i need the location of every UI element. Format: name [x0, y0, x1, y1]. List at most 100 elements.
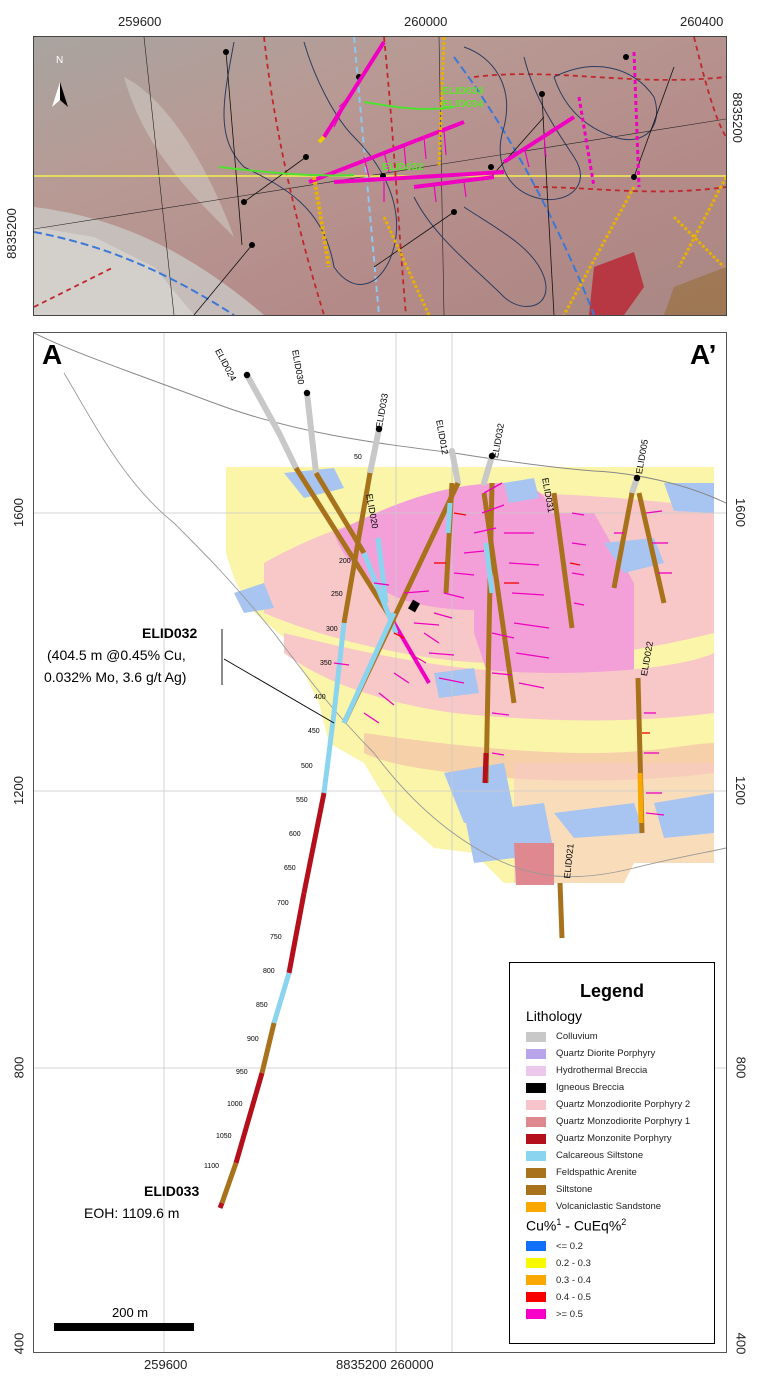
- depth-tick-1000: 1000: [227, 1101, 243, 1108]
- sec-y-right-1600: 1600: [732, 498, 748, 527]
- lithology-swatch: [526, 1031, 546, 1042]
- grade-swatch: [526, 1275, 546, 1286]
- lithology-label: Quartz Monzodiorite Porphyry 2: [556, 1099, 691, 1110]
- lithology-row: Quartz Monzodiorite Porphyry 1: [526, 1113, 714, 1130]
- grade-row: 0.2 - 0.3: [526, 1255, 714, 1272]
- lithology-row: Hydrothermal Breccia: [526, 1062, 714, 1079]
- sec-y-left-800: 800: [11, 1056, 27, 1079]
- lithology-heading: Lithology: [526, 1008, 583, 1024]
- section-end-label: A’: [690, 339, 717, 370]
- drill-label-elid032: ELID032: [382, 161, 424, 173]
- lithology-swatch: [526, 1201, 546, 1212]
- depth-tick-50: 50: [354, 454, 362, 461]
- grade-swatch: [526, 1241, 546, 1252]
- lithology-row: Siltstone: [526, 1181, 714, 1198]
- lithology-swatch: [526, 1150, 546, 1161]
- lithology-list: Colluvium Quartz Diorite Porphyry Hydrothe…: [510, 1028, 714, 1215]
- lithology-row: Igneous Breccia: [526, 1079, 714, 1096]
- callout-line-1: (404.5 m @0.45% Cu,: [47, 647, 186, 663]
- top-y-left: 8835200: [3, 208, 19, 259]
- lithology-swatch: [526, 1133, 546, 1144]
- grade-row: <= 0.2: [526, 1238, 714, 1255]
- lithology-label: Colluvium: [556, 1031, 598, 1042]
- depth-tick-750: 750: [270, 934, 282, 941]
- sec-y-left-1600: 1600: [10, 498, 26, 527]
- sec-y-left-400: 400: [11, 1332, 27, 1355]
- scale-bar: [54, 1323, 194, 1331]
- lithology-label: Calcareous Siltstone: [556, 1150, 644, 1161]
- lithology-row: Volcaniclastic Sandstone: [526, 1198, 714, 1215]
- depth-tick-400: 400: [314, 694, 326, 701]
- depth-tick-800: 800: [263, 968, 275, 975]
- section-start-label: A: [42, 339, 63, 370]
- lithology-label: Volcaniclastic Sandstone: [556, 1201, 662, 1212]
- depth-tick-650: 650: [284, 865, 296, 872]
- grade-label: 0.3 - 0.4: [556, 1274, 591, 1286]
- lithology-swatch: [526, 1065, 546, 1076]
- lithology-label: Igneous Breccia: [556, 1082, 625, 1093]
- grade-row: 0.4 - 0.5: [526, 1289, 714, 1306]
- lithology-label: Feldspathic Arenite: [556, 1167, 637, 1178]
- drill-label-elid034: ELID034: [442, 98, 484, 110]
- lithology-swatch: [526, 1167, 546, 1178]
- depth-tick-550: 550: [296, 797, 308, 804]
- top-x-tick-1: 259600: [118, 14, 162, 29]
- eoh-text: EOH: 1109.6 m: [84, 1205, 180, 1221]
- top-y-right: 8835200: [729, 92, 745, 143]
- grade-label: 0.4 - 0.5: [556, 1291, 591, 1303]
- legend-box: Legend Lithology Colluvium Quartz Diorite…: [509, 962, 715, 1344]
- sec-y-right-400: 400: [733, 1332, 749, 1355]
- depth-tick-200: 200: [339, 558, 351, 565]
- depth-tick-950: 950: [236, 1069, 248, 1076]
- lithology-swatch: [526, 1099, 546, 1110]
- svg-text:N: N: [56, 55, 63, 66]
- lithology-swatch: [526, 1116, 546, 1127]
- top-map-panel: N ELID033 ELID034 ELID032: [33, 36, 727, 316]
- callout-line-2: 0.032% Mo, 3.6 g/t Ag): [44, 669, 187, 685]
- depth-tick-600: 600: [289, 831, 301, 838]
- top-x-tick-2: 260000: [404, 14, 448, 29]
- lithology-swatch: [526, 1048, 546, 1059]
- depth-tick-850: 850: [256, 1002, 268, 1009]
- grade-label: <= 0.2: [556, 1240, 583, 1252]
- callout-title: ELID032: [142, 625, 198, 641]
- depth-tick-1100: 1100: [204, 1163, 220, 1170]
- north-arrow-icon: N: [52, 55, 68, 107]
- eoh-title: ELID033: [144, 1183, 200, 1199]
- grade-label: >= 0.5: [556, 1308, 583, 1320]
- scale-label: 200 m: [112, 1305, 149, 1320]
- lithology-label: Quartz Monzonite Porphyry: [556, 1133, 672, 1144]
- grade-label: 0.2 - 0.3: [556, 1257, 591, 1269]
- depth-tick-350: 350: [320, 660, 332, 667]
- lithology-row: Calcareous Siltstone: [526, 1147, 714, 1164]
- sec-y-right-800: 800: [733, 1056, 749, 1079]
- lithology-label: Quartz Diorite Porphyry: [556, 1048, 656, 1059]
- depth-tick-900: 900: [247, 1036, 259, 1043]
- depth-tick-700: 700: [277, 900, 289, 907]
- drill-label-elid033: ELID033: [442, 85, 484, 97]
- depth-tick-500: 500: [301, 763, 313, 770]
- lithology-swatch: [526, 1082, 546, 1093]
- grade-swatch: [526, 1309, 546, 1320]
- depth-tick-1050: 1050: [216, 1133, 232, 1140]
- grade-list: <= 0.2 0.2 - 0.3 0.3 - 0.4 0.4 - 0.5 >= 0.5: [510, 1238, 714, 1323]
- depth-tick-300: 300: [326, 626, 338, 633]
- grade-row: >= 0.5: [526, 1306, 714, 1323]
- lithology-label: Siltstone: [556, 1184, 593, 1195]
- cross-section-drawing: [34, 333, 726, 1352]
- lithology-row: Feldspathic Arenite: [526, 1164, 714, 1181]
- lithology-swatch: [526, 1184, 546, 1195]
- lithology-label: Quartz Monzodiorite Porphyry 1: [556, 1116, 691, 1127]
- lithology-row: Quartz Monzodiorite Porphyry 2: [526, 1096, 714, 1113]
- grade-swatch: [526, 1292, 546, 1303]
- lithology-row: Quartz Monzonite Porphyry: [526, 1130, 714, 1147]
- top-x-tick-3: 260400: [680, 14, 724, 29]
- sec-x-bottom-1: 259600: [144, 1357, 188, 1372]
- lithology-row: Quartz Diorite Porphyry: [526, 1045, 714, 1062]
- depth-tick-250: 250: [331, 591, 343, 598]
- lithology-row: Colluvium: [526, 1028, 714, 1045]
- depth-tick-450: 450: [308, 728, 320, 735]
- legend-title: Legend: [579, 981, 644, 1001]
- satellite-map: N: [34, 37, 726, 315]
- grade-heading: Cu%1 - CuEq%2: [526, 1217, 627, 1234]
